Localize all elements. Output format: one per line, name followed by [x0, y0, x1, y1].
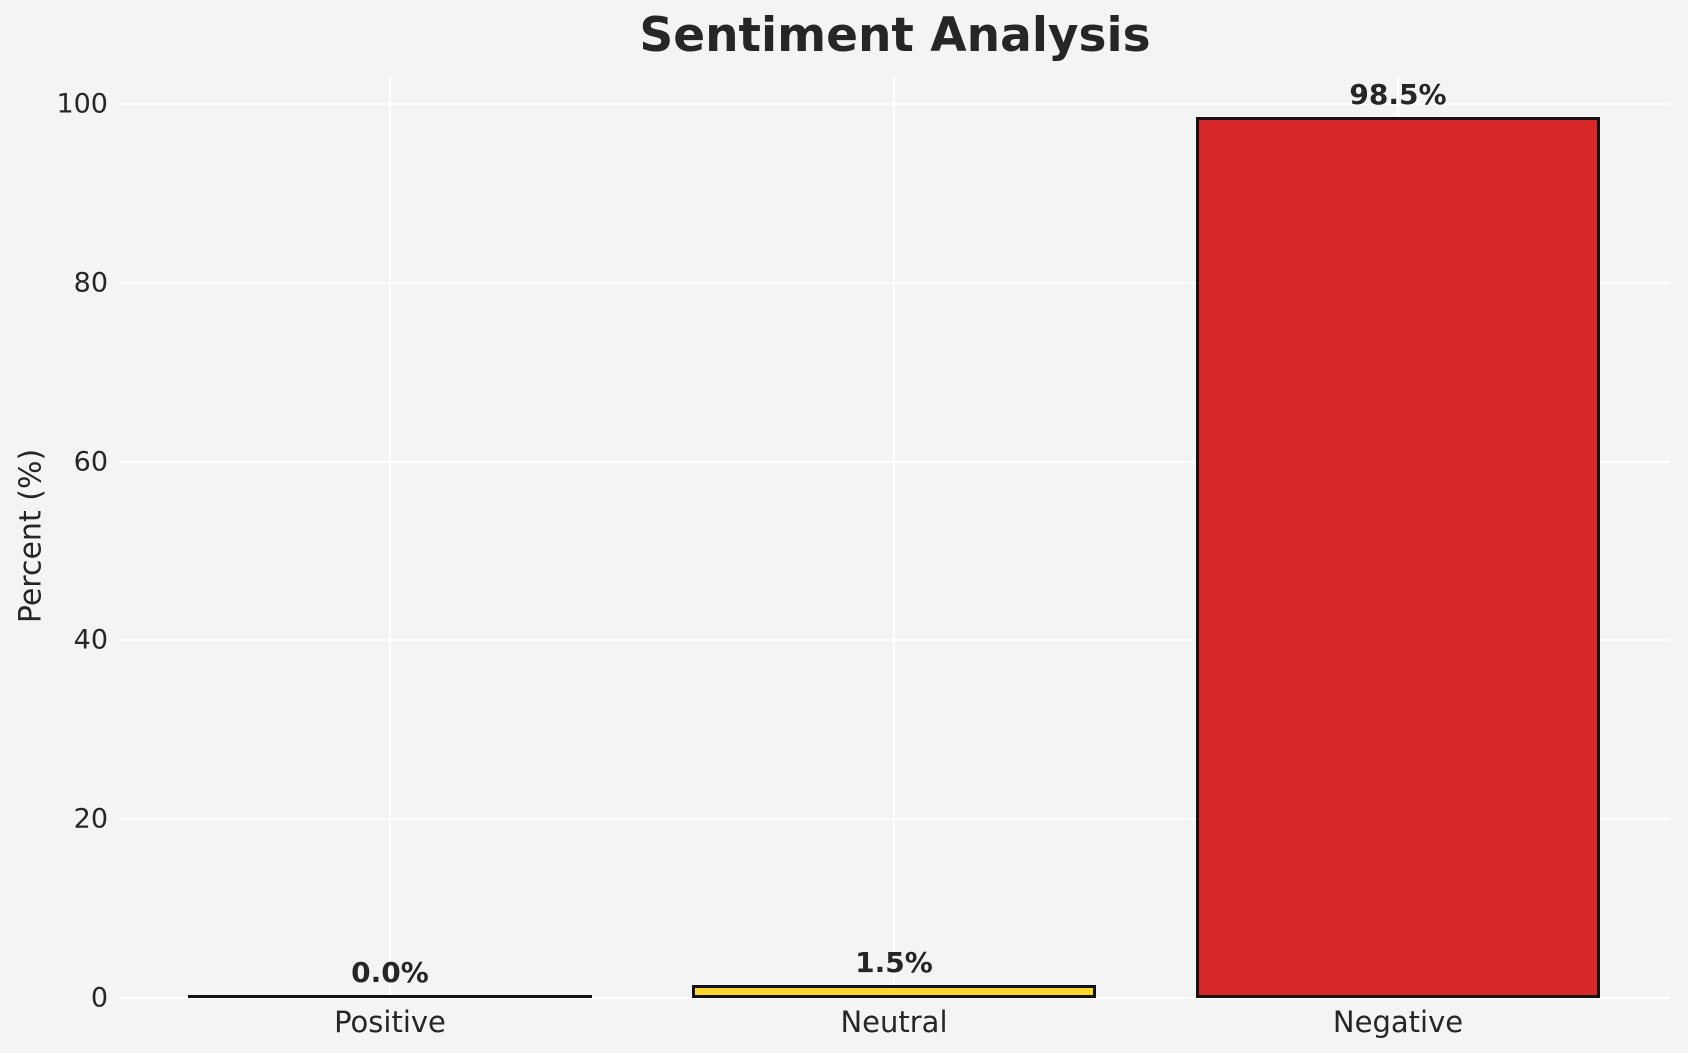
bar-positive	[188, 995, 592, 998]
x-tick-label: Neutral	[840, 1005, 948, 1039]
y-tick-label: 80	[73, 267, 108, 299]
bar-negative	[1196, 117, 1600, 998]
v-gridline	[389, 75, 391, 998]
h-gridline	[120, 997, 1670, 999]
x-tick-label: Negative	[1332, 1005, 1464, 1039]
h-gridline	[120, 460, 1670, 463]
y-tick-label: 0	[90, 982, 108, 1014]
bar-value-label: 0.0%	[351, 956, 429, 989]
bar-neutral	[692, 985, 1096, 998]
y-tick-label: 40	[73, 624, 108, 656]
y-tick-label: 20	[73, 803, 108, 835]
bar-value-label: 98.5%	[1349, 78, 1447, 111]
h-gridline	[120, 103, 1670, 105]
bar-value-label: 1.5%	[855, 946, 933, 979]
v-gridline	[893, 75, 895, 998]
plot-area	[120, 75, 1670, 999]
x-tick-label: Positive	[334, 1005, 446, 1039]
h-gridline	[120, 818, 1670, 821]
y-tick-label: 100	[56, 88, 108, 120]
h-gridline	[120, 639, 1670, 642]
h-gridline	[120, 281, 1670, 284]
chart-title: Sentiment Analysis	[639, 8, 1151, 63]
y-tick-label: 60	[73, 446, 108, 478]
